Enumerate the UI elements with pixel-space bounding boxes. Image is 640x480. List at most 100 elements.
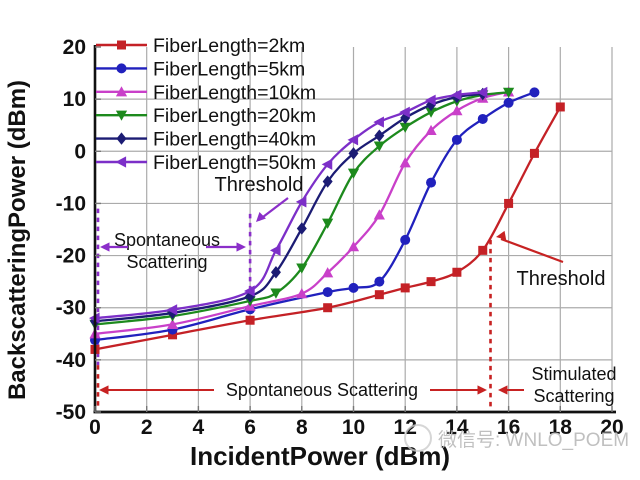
x-tick-label-2: 2 <box>141 416 153 439</box>
y-tick-label--30: -30 <box>56 297 86 320</box>
annotation-stimulated-arrowhead-icon <box>498 385 508 395</box>
legend-marker-20km-icon <box>115 110 128 121</box>
series-marker-50km-3 <box>269 244 281 256</box>
legend-label-2km: FiberLength=2km <box>153 35 305 57</box>
legend-label-20km: FiberLength=20km <box>153 105 316 127</box>
series-marker-50km-5 <box>321 158 333 170</box>
series-marker-20km-9 <box>425 107 437 118</box>
x-tick-label-8: 8 <box>296 416 308 439</box>
x-tick-label-14: 14 <box>445 416 469 439</box>
series-marker-40km-5 <box>322 175 333 188</box>
series-marker-10km-7 <box>399 157 411 168</box>
series-marker-20km-8 <box>399 122 411 133</box>
legend-marker-5km-icon <box>116 63 127 74</box>
legend: FiberLength=2kmFiberLength=5kmFiberLengt… <box>96 35 316 174</box>
series-marker-10km-4 <box>322 267 334 278</box>
series-marker-10km-9 <box>451 105 463 116</box>
series-marker-2km-1 <box>168 330 178 340</box>
series-marker-2km-9 <box>504 198 514 208</box>
series-marker-2km-7 <box>452 267 462 277</box>
legend-item-20km <box>96 110 147 121</box>
series-marker-40km-4 <box>296 222 307 235</box>
annotation-threshold-upper-arrowhead-icon <box>256 212 266 222</box>
series-marker-50km-6 <box>347 134 359 146</box>
series-marker-20km-4 <box>296 263 308 274</box>
annotation-stimulated-line1: Stimulated <box>531 364 616 384</box>
x-tick-label-18: 18 <box>549 416 573 439</box>
legend-item-2km <box>96 40 147 50</box>
series-marker-5km-7 <box>426 177 437 188</box>
annotation-spontaneous-bottom: Spontaneous Scattering <box>226 380 418 400</box>
series-2km <box>90 102 565 354</box>
legend-item-50km <box>96 156 147 168</box>
series-marker-10km-5 <box>347 241 360 252</box>
legend-marker-40km-icon <box>116 132 127 145</box>
annotation-threshold-right-arrowhead-icon <box>496 230 507 240</box>
series-marker-5km-6 <box>400 234 411 245</box>
annotation-spontaneous-left-line2: Scattering <box>126 252 207 272</box>
annotation-spontaneous-left-arrowhead-left-icon <box>100 242 110 252</box>
series-marker-5km-8 <box>451 134 462 145</box>
watermark: 微信号: WNLO_POEM <box>404 424 629 452</box>
legend-label-5km: FiberLength=5km <box>153 58 305 80</box>
series-marker-10km-6 <box>373 209 385 220</box>
legend-item-40km <box>96 132 147 145</box>
series-marker-40km-7 <box>374 129 385 142</box>
series-marker-40km-3 <box>270 266 281 279</box>
annotation-spontaneous-bottom-arrowhead-right-icon <box>477 385 487 395</box>
annotation-spontaneous-left-line1: Spontaneous <box>114 230 220 250</box>
series-marker-50km-2 <box>244 285 255 297</box>
series-marker-20km-3 <box>270 288 282 299</box>
x-tick-label-16: 16 <box>497 416 520 439</box>
legend-marker-50km-icon <box>115 156 127 168</box>
series-marker-5km-9 <box>477 113 488 124</box>
series-marker-50km-10 <box>450 89 462 101</box>
series-marker-20km-12 <box>503 87 515 98</box>
series-50km <box>89 86 488 324</box>
watermark-text: 微信号: WNLO_POEM <box>438 429 630 451</box>
legend-label-10km: FiberLength=10km <box>153 82 316 104</box>
annotation-threshold-upper: Threshold <box>215 174 304 196</box>
annotation-stimulated-line2: Scattering <box>533 386 614 406</box>
y-tick-label-0: 0 <box>74 140 86 163</box>
series-marker-2km-6 <box>426 277 436 287</box>
series-marker-5km-5 <box>374 276 385 287</box>
series-marker-5km-10 <box>503 97 514 108</box>
watermark-logo-icon <box>404 424 432 452</box>
y-tick-label--10: -10 <box>56 192 86 215</box>
legend-item-10km <box>96 86 147 97</box>
annotation-threshold-right-pointer <box>500 237 564 264</box>
series-marker-5km-4 <box>348 282 359 293</box>
legend-marker-10km-icon <box>115 86 128 97</box>
series-marker-10km-8 <box>425 124 437 136</box>
y-tick-label-20: 20 <box>63 36 86 59</box>
series-marker-2km-11 <box>555 102 565 112</box>
series-marker-2km-10 <box>529 148 539 158</box>
series-marker-5km-11 <box>529 87 540 98</box>
annotation-spontaneous-bottom-arrowhead-left-icon <box>99 385 109 395</box>
series-marker-50km-9 <box>425 94 436 106</box>
series-marker-10km-1 <box>166 318 179 329</box>
x-tick-label-4: 4 <box>193 416 205 439</box>
legend-label-50km: FiberLength=50km <box>153 152 316 174</box>
series-marker-20km-5 <box>322 218 334 229</box>
x-tick-label-6: 6 <box>244 416 256 439</box>
series-marker-20km-6 <box>347 168 360 179</box>
series-marker-20km-7 <box>373 141 385 152</box>
annotation-threshold-upper-pointer <box>258 197 289 221</box>
series-marker-50km-11 <box>476 86 488 98</box>
y-tick-label--50: -50 <box>56 401 86 424</box>
y-tick-label--20: -20 <box>56 245 86 268</box>
legend-marker-2km-icon <box>117 40 126 50</box>
series-marker-10km-3 <box>296 288 308 299</box>
y-axis-title: BackscatteringPower (dBm) <box>4 79 31 401</box>
annotation-threshold-right: Threshold <box>517 268 606 290</box>
x-tick-label-10: 10 <box>342 416 365 439</box>
series-marker-2km-8 <box>478 245 488 255</box>
legend-label-40km: FiberLength=40km <box>153 129 316 151</box>
series-marker-50km-8 <box>399 106 410 118</box>
series-marker-40km-6 <box>348 147 359 160</box>
series-marker-5km-3 <box>322 287 333 298</box>
